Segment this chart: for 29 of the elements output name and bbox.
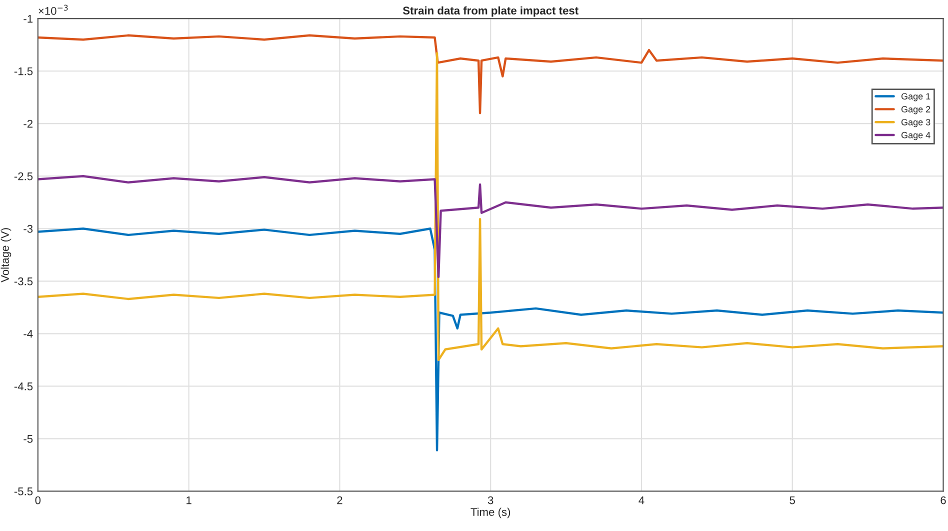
legend-label: Gage 2 bbox=[901, 106, 930, 114]
y-tick-label: -1 bbox=[24, 14, 33, 23]
x-tick-label: 6 bbox=[940, 496, 946, 504]
line-series bbox=[38, 228, 944, 452]
y-tick-label: -5.5 bbox=[14, 488, 33, 496]
x-tick-label: 4 bbox=[638, 496, 644, 504]
legend-label: Gage 3 bbox=[901, 118, 930, 128]
x-tick-label: 5 bbox=[790, 496, 795, 504]
text: ×10$^{−3}$ bbox=[38, 4, 68, 15]
x-tick-label: 0 bbox=[35, 496, 41, 504]
y-tick-label: -4 bbox=[24, 330, 33, 338]
x-tick-label: 1 bbox=[186, 496, 192, 504]
line-series bbox=[38, 34, 944, 114]
y-tick-label: -3.5 bbox=[14, 277, 33, 286]
y-tick-label: -4.5 bbox=[14, 382, 33, 390]
y-axis-title: Voltage (V) bbox=[0, 228, 12, 282]
y-tick-label: -3 bbox=[24, 224, 33, 233]
y-tick-label: -5 bbox=[24, 435, 33, 443]
y-tick-label: -2 bbox=[24, 120, 32, 128]
y-tick-label: -2.5 bbox=[14, 172, 33, 180]
line-series bbox=[38, 52, 944, 362]
legend-label: Gage 1 bbox=[901, 93, 930, 102]
x-tick-label: 3 bbox=[488, 496, 494, 504]
x-tick-label: 2 bbox=[337, 496, 342, 504]
line-series bbox=[38, 175, 944, 278]
y-tick-label: -1.5 bbox=[14, 67, 33, 76]
legend-label: Gage 4 bbox=[901, 132, 930, 140]
chart-title: Strain data from plate impact test bbox=[402, 6, 578, 17]
x-axis-title: Time (s) bbox=[470, 508, 510, 518]
